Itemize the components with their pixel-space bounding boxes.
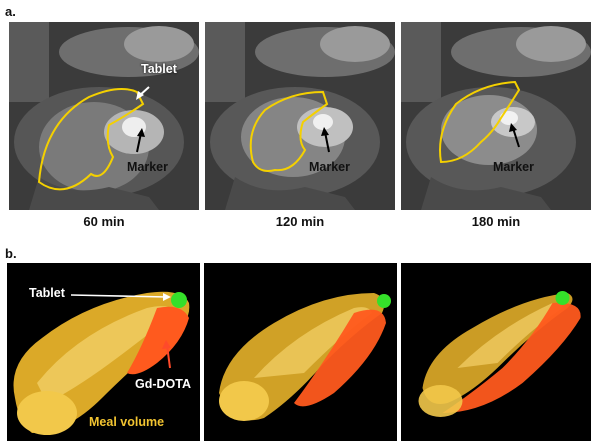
mri-image (205, 22, 395, 210)
marker-label: Marker (309, 160, 350, 174)
mri-frame-120min: Marker (205, 22, 395, 210)
marker-label: Marker (127, 160, 168, 174)
tablet-marker (555, 291, 570, 305)
render-image (402, 263, 591, 441)
stomach-contour (439, 80, 521, 164)
volume-render-2 (204, 263, 397, 441)
render-image (7, 263, 200, 441)
panel-a-letter: a. (5, 4, 16, 19)
mri-image (401, 22, 591, 210)
marker-label: Marker (493, 160, 534, 174)
time-label: 120 min (275, 214, 325, 229)
stomach-contour (249, 90, 329, 172)
tablet-label: Tablet (29, 286, 65, 300)
tablet-label: Tablet (141, 62, 177, 76)
tablet-marker (171, 292, 187, 308)
tablet-marker (377, 294, 391, 308)
stomach-contour (37, 87, 145, 191)
meal-volume-label: Meal volume (89, 415, 165, 429)
mri-frame-60min: Tablet Marker (9, 22, 199, 210)
gd-dota-label: Gd-DOTA (135, 377, 192, 391)
time-label: 180 min (471, 214, 521, 229)
gd-dota-shape (442, 302, 581, 413)
mri-image (9, 22, 199, 210)
volume-render-3 (401, 263, 591, 441)
volume-render-1: Tablet Gd-DOTA Meal volume (7, 263, 200, 441)
panel-b-letter: b. (5, 246, 17, 261)
mri-frame-180min: Marker (401, 22, 591, 210)
gd-dota-shape (294, 309, 386, 407)
render-image (204, 263, 397, 441)
gd-dota-shape (127, 306, 189, 375)
time-label: 60 min (83, 214, 125, 229)
